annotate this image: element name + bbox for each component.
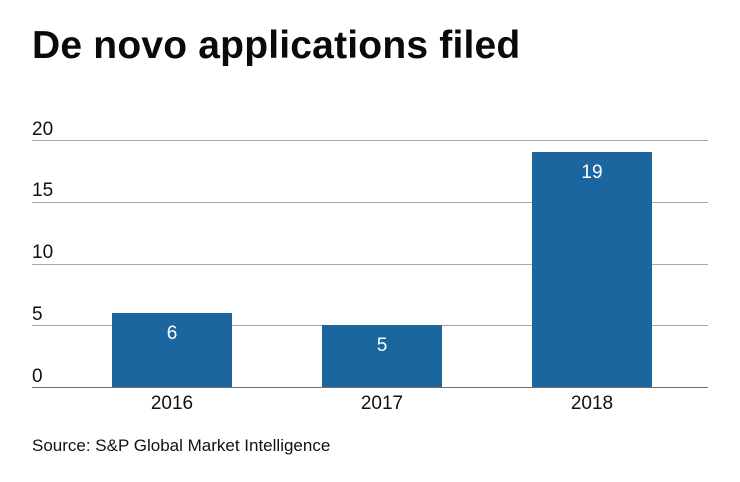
x-axis-baseline <box>32 387 708 388</box>
bar-value-label: 5 <box>376 335 388 356</box>
y-tick-label: 15 <box>32 180 54 201</box>
x-tick-label: 2017 <box>360 393 404 414</box>
y-tick-label: 20 <box>32 119 54 140</box>
bar-value-label: 19 <box>581 162 603 183</box>
source-note: Source: S&P Global Market Intelligence <box>32 436 331 455</box>
x-tick-label: 2016 <box>150 393 194 414</box>
y-tick-label: 0 <box>32 366 43 387</box>
x-tick-label: 2018 <box>570 393 614 414</box>
bar-value-label: 6 <box>166 323 178 344</box>
gridline-10 <box>32 263 708 265</box>
gridline-20 <box>32 140 708 141</box>
bar-2018: 19 <box>532 152 652 387</box>
gridline-15 <box>32 201 708 203</box>
bar-2016: 6 <box>112 313 232 387</box>
plot-area: 20 15 10 5 0 6 5 19 <box>32 120 708 388</box>
x-axis: 2016 2017 2018 <box>32 387 708 417</box>
bar-2017: 5 <box>322 325 442 387</box>
y-tick-label: 10 <box>32 242 54 263</box>
y-tick-label: 5 <box>32 304 43 325</box>
chart-title: De novo applications filed <box>32 24 521 67</box>
